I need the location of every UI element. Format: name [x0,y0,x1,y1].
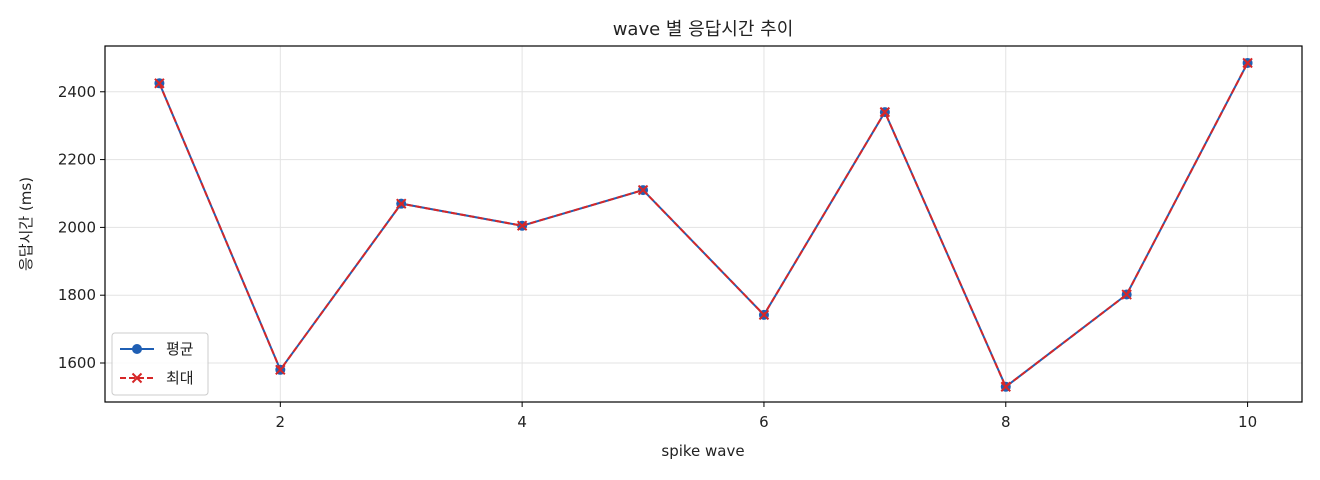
x-tick-label: 2 [276,413,286,431]
plot-frame [104,45,1303,403]
data-point [879,106,891,118]
series-line [158,62,1249,389]
x-tick-label: 6 [759,413,769,431]
data-point [516,220,528,231]
data-point [758,309,770,321]
grid-lines [105,46,1302,402]
legend-label: 평균 [166,340,194,358]
chart-title: wave 별 응답시간 추이 [613,19,794,40]
series-line [158,62,1249,389]
y-tick-label: 1800 [58,286,96,304]
data-point [154,78,165,89]
y-tick-label: 2400 [58,83,96,101]
series-2 [154,57,1253,392]
legend-marker [132,344,142,354]
x-tick-label: 4 [517,413,527,431]
series-layer [154,57,1253,392]
data-point [637,184,649,196]
series-1 [154,57,1253,392]
data-point [1242,57,1253,69]
data-point [275,364,286,375]
legend-marker [131,372,143,384]
x-axis: 2 4 6 8 10 [276,402,1257,431]
x-axis-title: spike wave [661,442,744,460]
data-point [1121,289,1132,300]
legend-item: 최대 [120,369,194,387]
x-tick-label: 8 [1001,413,1011,431]
data-point [396,198,407,209]
data-point [1000,381,1011,392]
y-tick-label: 2000 [58,218,96,236]
y-tick-label: 2200 [58,151,96,169]
x-tick-label: 10 [1238,413,1257,431]
legend-label: 최대 [166,369,194,387]
y-axis-title: 응답시간 (ms) [17,177,35,271]
y-tick-label: 1600 [58,354,96,372]
legend-item: 평균 [120,340,194,358]
y-axis: 1600 1800 2000 2200 2400 [58,83,105,372]
